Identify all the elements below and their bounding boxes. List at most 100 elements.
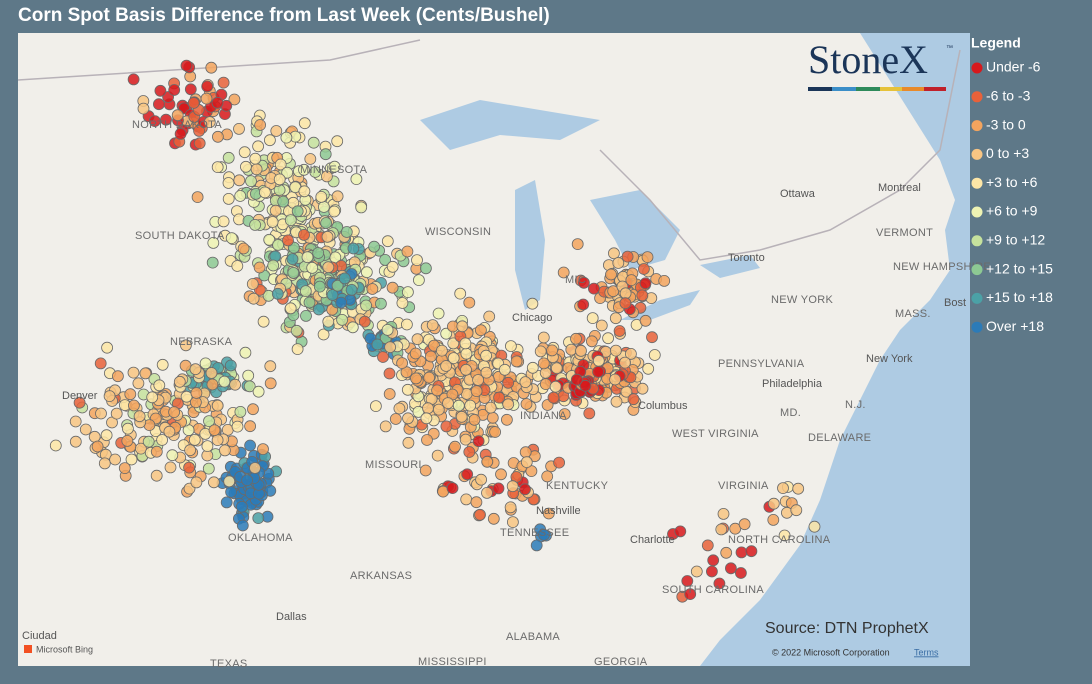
station-dot — [422, 402, 434, 415]
station-dot — [461, 468, 474, 481]
station-dot — [684, 588, 697, 600]
station-dot — [269, 204, 282, 217]
terms-link[interactable]: Terms — [914, 647, 939, 657]
station-dot — [446, 482, 459, 495]
station-dot — [484, 401, 497, 414]
station-dot — [475, 473, 488, 486]
station-dot — [69, 415, 82, 428]
station-dot — [396, 357, 409, 370]
station-dot — [298, 163, 310, 176]
station-dot — [95, 407, 107, 420]
station-dot — [460, 347, 473, 360]
station-dot — [270, 125, 283, 137]
station-dot — [725, 562, 737, 575]
station-dot — [674, 525, 687, 538]
station-dot — [460, 493, 473, 506]
station-dot — [222, 151, 235, 164]
station-dot — [472, 374, 485, 386]
station-dot — [164, 461, 177, 474]
station-dot — [609, 312, 622, 325]
station-dot — [286, 253, 299, 266]
station-dot — [474, 324, 487, 337]
legend-swatch — [971, 148, 983, 160]
station-dot — [223, 475, 236, 488]
station-dot — [150, 469, 163, 482]
station-dot — [91, 440, 104, 453]
station-dot — [402, 412, 414, 425]
station-dot — [171, 109, 184, 122]
station-dot — [609, 373, 621, 386]
lake-ontario — [700, 255, 760, 278]
map-label: Dallas — [276, 611, 307, 623]
map-label: NORTH DAKOTA — [132, 119, 222, 131]
station-dot — [222, 192, 235, 205]
station-dot — [243, 380, 256, 393]
station-dot — [735, 567, 747, 579]
station-dot — [118, 462, 131, 475]
station-dot — [639, 277, 652, 290]
station-dot — [346, 321, 359, 334]
station-dot — [183, 461, 196, 474]
station-dot — [738, 518, 751, 531]
copyright: © 2022 Microsoft Corporation — [772, 647, 890, 657]
station-dot — [431, 384, 444, 397]
station-dot — [558, 408, 571, 421]
station-dot — [191, 191, 204, 204]
station-dot — [411, 333, 424, 346]
station-dot — [190, 387, 203, 399]
map-label: KENTUCKY — [546, 480, 609, 492]
station-dot — [320, 170, 333, 183]
station-dot — [312, 303, 325, 316]
station-dot — [88, 430, 101, 443]
station-dot — [291, 205, 304, 218]
map-label: Columbus — [638, 400, 688, 412]
station-dot — [252, 385, 265, 398]
station-dot — [142, 435, 155, 448]
legend-label: -3 to 0 — [986, 116, 1026, 132]
station-dot — [502, 398, 515, 411]
legend-label: -6 to -3 — [986, 88, 1031, 104]
station-dot — [420, 412, 433, 425]
station-dot — [98, 457, 111, 470]
station-dot — [331, 190, 344, 203]
station-dot — [464, 399, 477, 412]
station-dot — [257, 315, 270, 328]
station-dot — [222, 177, 235, 189]
station-dot — [247, 403, 259, 416]
station-dot — [284, 302, 297, 315]
station-dot — [234, 190, 247, 202]
station-dot — [619, 356, 631, 369]
station-dot — [384, 341, 397, 354]
station-dot — [542, 507, 555, 520]
map-label: WISCONSIN — [425, 226, 491, 238]
station-dot — [648, 349, 661, 361]
station-dot — [110, 407, 123, 420]
legend-label: 0 to +3 — [986, 145, 1029, 161]
station-dot — [193, 137, 206, 150]
station-dot — [109, 453, 121, 466]
station-dot — [321, 230, 334, 243]
station-dot — [287, 266, 300, 279]
station-dot — [419, 262, 432, 275]
station-dot — [447, 352, 460, 365]
legend-swatch — [971, 264, 983, 276]
station-dot — [610, 395, 623, 408]
station-dot — [745, 545, 758, 558]
station-dot — [546, 344, 558, 357]
station-dot — [122, 422, 134, 435]
station-dot — [263, 233, 276, 246]
legend-swatch — [971, 62, 983, 74]
map-label: VERMONT — [876, 227, 933, 239]
station-dot — [627, 393, 640, 406]
map-label: DELAWARE — [808, 432, 871, 444]
map-label: Ciudad — [22, 630, 57, 642]
station-dot — [507, 516, 519, 528]
logo-mark: ™ — [946, 45, 953, 52]
station-dot — [486, 411, 499, 424]
station-dot — [432, 307, 445, 320]
station-dot — [502, 376, 515, 389]
station-dot — [460, 363, 472, 376]
station-dot — [510, 355, 523, 368]
station-dot — [681, 575, 694, 587]
map-label: TEXAS — [210, 658, 248, 670]
